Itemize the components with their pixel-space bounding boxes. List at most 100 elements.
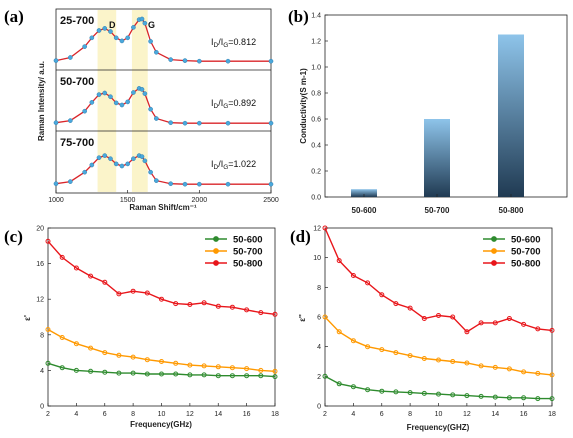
spectrum-point [139, 154, 145, 159]
series-point [322, 314, 328, 320]
series-point [478, 363, 484, 369]
y-tick-label: 16 [36, 261, 44, 268]
series-point [365, 344, 371, 350]
series-point [272, 374, 278, 380]
y-tick-label: 6 [317, 315, 321, 322]
series-point [535, 326, 541, 332]
series-point [393, 389, 399, 395]
ratio-ratio_mid: /I [218, 98, 223, 108]
series-point [407, 305, 413, 311]
series-point [258, 310, 264, 316]
spectrum-point [82, 169, 87, 175]
row-label-2: 75-700 [60, 137, 94, 149]
bar-50-800 [498, 34, 524, 197]
series-point [478, 393, 484, 399]
series-point [506, 395, 512, 401]
series-point [130, 354, 136, 360]
series-point [521, 395, 527, 401]
series-point [464, 360, 470, 366]
series-point [379, 347, 385, 353]
series-50-800 [322, 225, 555, 335]
spectrum-point [197, 58, 202, 64]
series-point [229, 304, 235, 310]
legend-label: 50-700 [511, 247, 541, 258]
series-point [102, 279, 108, 285]
category-label: 50-800 [499, 206, 524, 215]
series-point [272, 311, 278, 317]
spectrum-point [82, 44, 87, 49]
spectrum-point [125, 161, 130, 167]
series-point [173, 360, 179, 366]
series-point [492, 394, 498, 400]
y-tick-label: 0 [317, 404, 321, 411]
x-tick-label: 8 [408, 411, 412, 418]
series-point [159, 359, 164, 364]
series-point [450, 392, 456, 398]
series-50-700 [322, 314, 555, 378]
series-point [215, 373, 221, 379]
bar-50-600 [351, 189, 377, 197]
series-50-600 [322, 373, 555, 402]
y-tick-label: 10 [313, 255, 321, 262]
category-label: 50-600 [352, 206, 377, 215]
ratio-ratio_mid: /I [218, 159, 223, 169]
legend-marker-50-600 [213, 236, 219, 242]
spectrum-point [131, 90, 136, 95]
series-point [159, 371, 164, 377]
panel-d-xlabel: Frequency(GHZ) [407, 423, 470, 432]
panel-c-series [45, 238, 278, 380]
series-point [350, 273, 356, 278]
spectrum-point [89, 162, 95, 168]
ratio-ratio_label: I [211, 98, 214, 108]
ratio-ratio_value: =0.892 [228, 98, 256, 108]
series-point [144, 371, 150, 377]
series-point [436, 313, 441, 318]
series-point [421, 390, 427, 396]
spectrum-point [182, 58, 188, 63]
spectrum-point [168, 120, 173, 125]
spectrum-point [68, 118, 73, 123]
series-point [173, 301, 179, 307]
x-tick-label: 16 [243, 411, 251, 418]
spectrum-point [225, 58, 231, 64]
series-point [187, 372, 193, 378]
series-point [464, 329, 470, 335]
series-point [272, 368, 278, 374]
x-tick-label: 14 [214, 411, 222, 418]
legend-label: 50-600 [233, 235, 263, 246]
ratio-ratio_sub2: G [223, 103, 228, 110]
spectrum-point [68, 55, 73, 60]
series-point [88, 345, 94, 351]
x-tick-label: 14 [491, 411, 499, 418]
legend-marker-50-700 [213, 248, 219, 254]
spectrum-point [154, 178, 159, 183]
panel-c-ticks: 2 4 6 8 10 12 14 16 18 0 4 8 12 16 20 [36, 226, 279, 419]
spectrum-point [119, 38, 125, 44]
spectrum-point [89, 100, 95, 105]
panel-d-ylabel: ε'' [298, 314, 307, 322]
series-point [336, 329, 342, 335]
ratio-ratio_sub1: D [214, 103, 219, 110]
series-point [116, 352, 122, 358]
spectrum-point [108, 29, 113, 34]
series-point [322, 373, 328, 379]
series-point [201, 372, 207, 378]
series-point [506, 366, 512, 372]
spectrum-point [96, 155, 102, 160]
y-tick-label: 0.4 [311, 143, 321, 150]
panel-a-x-ticks: 1000 1500 2000 2500 [48, 190, 279, 204]
y-tick-label: 1.2 [311, 39, 321, 46]
x-tick-label: 18 [271, 411, 279, 418]
spectrum-point [154, 50, 159, 55]
series-point [393, 301, 399, 307]
spectrum-point [154, 116, 159, 121]
series-point [73, 367, 79, 373]
spectrum-point [68, 179, 73, 184]
series-point [464, 393, 470, 399]
spectrum-point [131, 25, 136, 30]
spectrum-point [53, 58, 59, 63]
series-point [187, 362, 193, 368]
panel-d-label: (d) [290, 227, 311, 246]
x-tick-label: 2000 [192, 197, 208, 204]
series-point [229, 373, 235, 379]
